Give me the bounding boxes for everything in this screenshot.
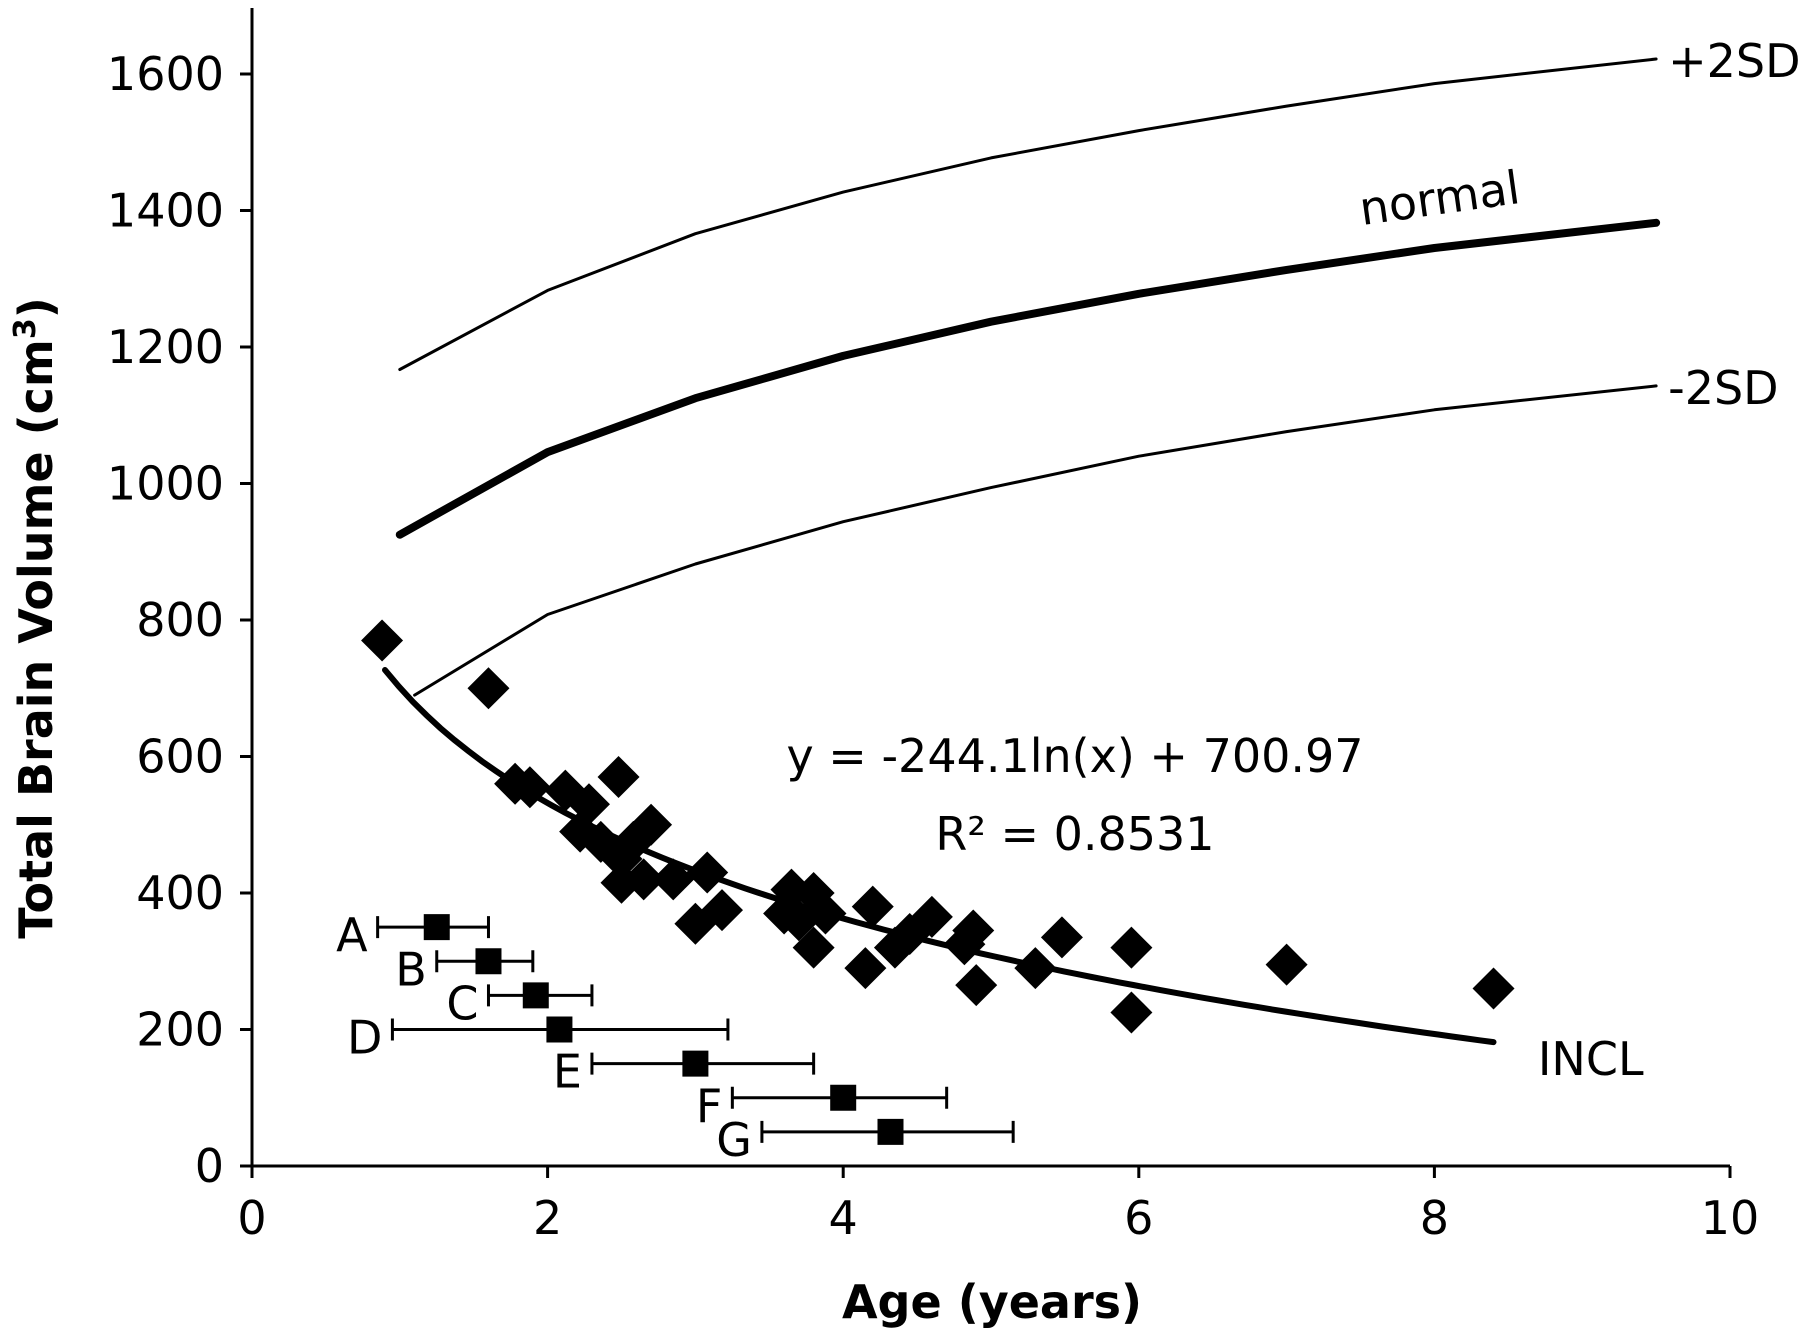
y-tick-label: 200 <box>136 1003 224 1057</box>
y-tick-label: 1400 <box>107 184 224 238</box>
normal-label: normal <box>1356 160 1523 236</box>
plus-2sd-curve <box>398 57 1658 371</box>
square-marker <box>830 1084 857 1111</box>
diamond-marker <box>600 837 643 880</box>
y-tick-label: 800 <box>136 593 224 647</box>
minus-2sd-curve <box>413 384 1658 697</box>
diamond-marker <box>622 858 665 901</box>
square-marker <box>522 982 549 1009</box>
diamond-marker <box>955 964 998 1007</box>
diamond-marker <box>508 766 551 809</box>
diamond-marker <box>910 895 953 938</box>
data-markers <box>361 619 1515 1034</box>
diamond-marker <box>361 619 404 662</box>
axes: 0 200 400 600 800 1000 1200 1400 1600 0 2 4 6 8 10 <box>107 8 1759 1245</box>
diamond-marker <box>467 667 510 710</box>
plus-2sd-label: +2SD <box>1668 34 1800 88</box>
diamond-marker <box>851 885 894 928</box>
y-tick-label: 1000 <box>107 457 224 511</box>
x-tick-label: 6 <box>1124 1191 1153 1245</box>
group-label-b: B <box>395 942 427 996</box>
square-marker <box>475 948 502 975</box>
reference-curves: +2SD normal -2SD <box>395 34 1800 697</box>
group-label-f: F <box>696 1079 722 1133</box>
group-label-g: G <box>716 1113 752 1167</box>
diamond-marker <box>804 892 847 935</box>
diamond-marker <box>792 926 835 969</box>
incl-fit-curve: INCL <box>382 667 1644 1086</box>
diamond-marker <box>844 947 887 990</box>
y-tick-label: 1600 <box>107 47 224 101</box>
square-marker <box>877 1118 904 1145</box>
incl-label: INCL <box>1538 1032 1644 1086</box>
x-tick-label: 10 <box>1701 1191 1760 1245</box>
diamond-marker <box>943 923 986 966</box>
incl-fit-line <box>382 667 1497 1046</box>
diamond-marker <box>1040 916 1083 959</box>
y-axis-title: Total Brain Volume (cm3) <box>8 297 63 938</box>
y-ticks: 0 200 400 600 800 1000 1200 1400 1600 <box>107 47 252 1193</box>
square-marker <box>682 1050 709 1077</box>
square-marker <box>546 1016 573 1043</box>
group-label-c: C <box>446 976 478 1030</box>
diamond-marker <box>1014 947 1057 990</box>
fit-equation: y = -244.1ln(x) + 700.97 <box>786 729 1363 783</box>
y-tick-label: 400 <box>136 866 224 920</box>
diamond-marker <box>701 889 744 932</box>
diamond-marker <box>1265 943 1308 986</box>
group-label-e: E <box>553 1045 582 1099</box>
group-label-d: D <box>347 1011 382 1065</box>
x-axis-title: Age (years) <box>842 1275 1142 1329</box>
diamond-marker <box>686 851 729 894</box>
diamond-marker <box>1110 926 1153 969</box>
normal-curve <box>395 218 1661 539</box>
y-tick-label: 600 <box>136 730 224 784</box>
diamond-marker <box>1110 991 1153 1034</box>
diamond-marker <box>1472 967 1515 1010</box>
diamond-marker <box>652 858 695 901</box>
y-tick-label: 1200 <box>107 320 224 374</box>
group-markers: ABC D E FG <box>336 908 1015 1167</box>
square-marker <box>423 914 450 941</box>
x-tick-label: 4 <box>829 1191 858 1245</box>
x-tick-label: 8 <box>1420 1191 1449 1245</box>
x-ticks: 0 2 4 6 8 10 <box>237 1166 1759 1245</box>
y-tick-label: 0 <box>195 1139 224 1193</box>
x-tick-label: 2 <box>533 1191 562 1245</box>
diamond-marker <box>597 755 640 798</box>
minus-2sd-label: -2SD <box>1668 361 1779 415</box>
group-label-a: A <box>336 908 368 962</box>
x-tick-label: 0 <box>237 1191 266 1245</box>
r-squared: R² = 0.8531 <box>935 807 1214 861</box>
